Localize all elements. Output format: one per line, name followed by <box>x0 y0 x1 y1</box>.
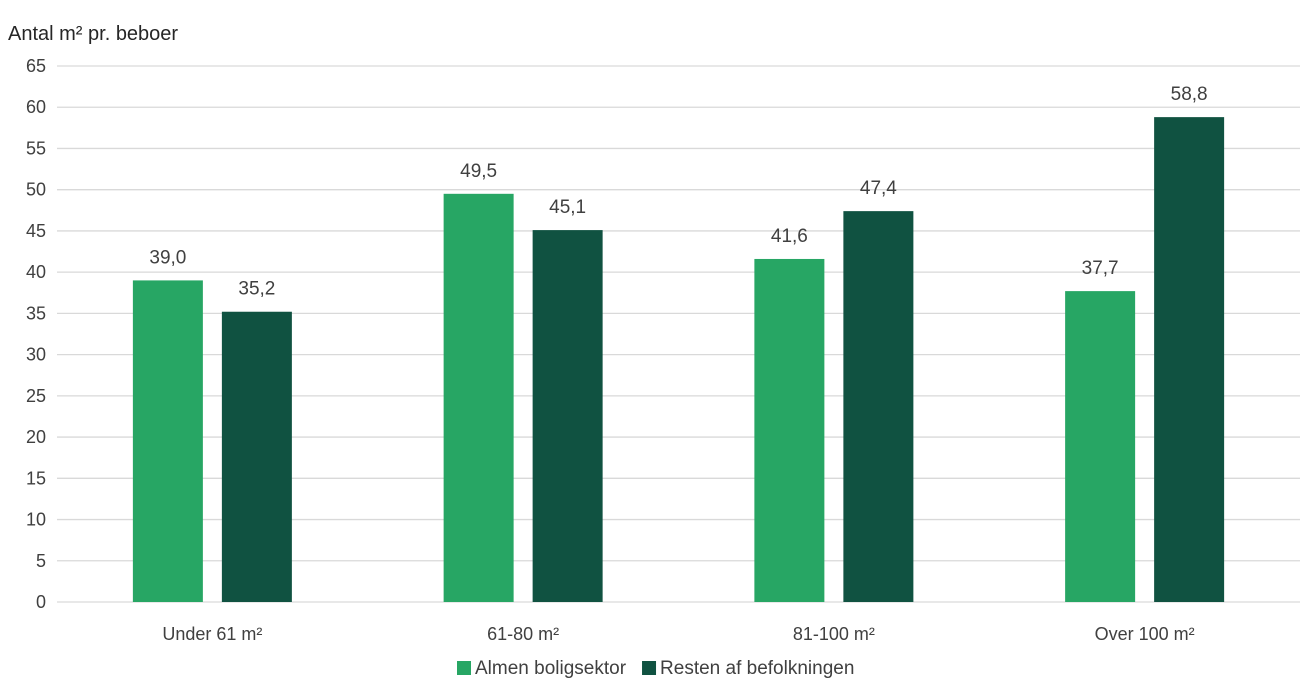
y-tick-label: 65 <box>26 56 46 76</box>
bar-almen-0 <box>132 280 203 602</box>
y-tick-label: 10 <box>26 510 46 530</box>
x-axis-categories: Under 61 m² 61-80 m² 81-100 m² Over 100 m² <box>162 624 1194 644</box>
x-category-label: 81-100 m² <box>793 624 875 644</box>
y-tick-label: 45 <box>26 221 46 241</box>
bar-resten-3 <box>1154 117 1225 602</box>
y-tick-label: 55 <box>26 138 46 158</box>
y-tick-label: 25 <box>26 386 46 406</box>
bar-resten-2 <box>843 211 914 602</box>
y-tick-label: 40 <box>26 262 46 282</box>
bar-almen-3 <box>1065 291 1136 602</box>
legend: Almen boligsektor Resten af befolkningen <box>457 658 854 679</box>
data-label: 39,0 <box>149 247 186 268</box>
y-tick-label: 20 <box>26 427 46 447</box>
bars <box>132 117 1225 603</box>
y-tick-label: 60 <box>26 97 46 117</box>
data-label: 49,5 <box>460 161 497 182</box>
x-category-label: Under 61 m² <box>162 624 262 644</box>
x-category-label: Over 100 m² <box>1095 624 1195 644</box>
bar-almen-2 <box>754 258 825 602</box>
data-label: 58,8 <box>1171 84 1208 105</box>
legend-swatch <box>642 661 657 675</box>
y-tick-label: 0 <box>36 592 46 612</box>
data-label: 41,6 <box>771 226 808 247</box>
bar-resten-1 <box>532 230 603 603</box>
legend-label: Resten af befolkningen <box>660 658 854 679</box>
y-axis-title: Antal m² pr. beboer <box>8 23 178 45</box>
legend-label: Almen boligsektor <box>475 658 627 679</box>
data-labels: 39,0 35,2 49,5 45,1 41,6 47,4 37,7 58,8 <box>149 84 1207 300</box>
bar-almen-1 <box>443 193 514 603</box>
y-tick-label: 15 <box>26 468 46 488</box>
y-tick-label: 30 <box>26 345 46 365</box>
x-category-label: 61-80 m² <box>487 624 559 644</box>
bar-resten-0 <box>221 311 292 602</box>
data-label: 35,2 <box>238 279 275 300</box>
legend-swatch <box>457 661 471 675</box>
y-tick-label: 50 <box>26 180 46 200</box>
data-label: 37,7 <box>1082 258 1119 279</box>
y-axis-ticks: 0 5 10 15 20 25 30 35 40 45 50 55 60 65 <box>26 56 46 612</box>
y-tick-label: 5 <box>36 551 46 571</box>
data-label: 45,1 <box>549 197 586 218</box>
data-label: 47,4 <box>860 178 897 199</box>
y-tick-label: 35 <box>26 303 46 323</box>
